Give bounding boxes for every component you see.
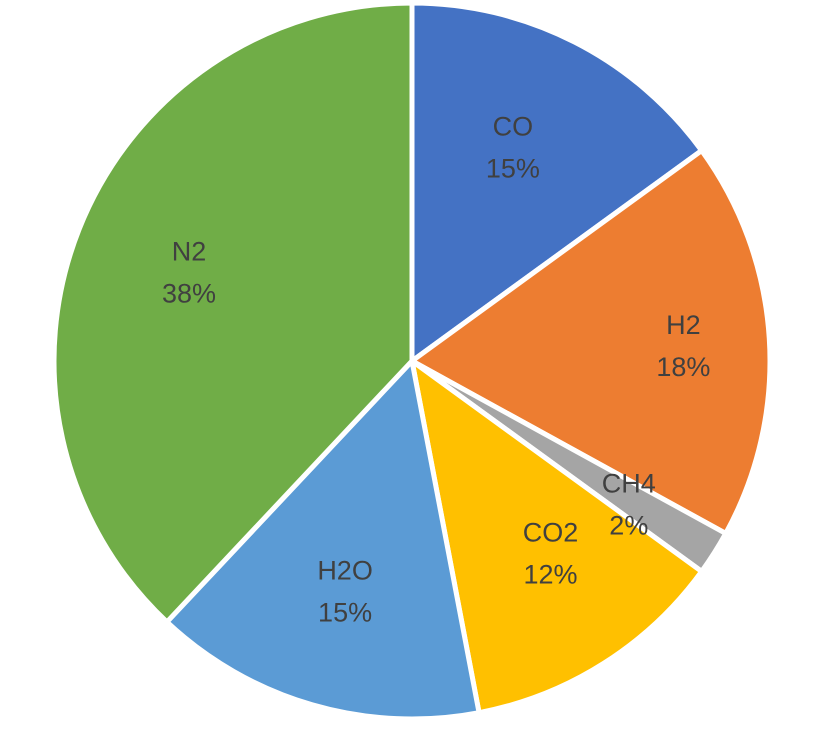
slice-name-co2: CO2 [523, 518, 579, 548]
slice-percent-h2o: 15% [318, 597, 372, 627]
slice-label-co: CO 15% [486, 111, 540, 183]
slice-name-n2: N2 [172, 237, 207, 267]
pie-slice-co2 [409, 358, 705, 716]
pie-slice-co [409, 0, 705, 364]
slice-percent-co2: 12% [524, 560, 578, 590]
slice-name-h2o: H2O [317, 555, 373, 585]
pie-slice-h2 [409, 148, 773, 536]
pie-slice-h2o [164, 358, 482, 722]
slice-name-co: CO [493, 111, 534, 141]
slices-layer [51, 0, 773, 722]
slice-name-ch4: CH4 [602, 468, 656, 498]
slice-percent-n2: 38% [162, 279, 216, 309]
slice-percent-ch4: 2% [609, 510, 648, 540]
slice-percent-co: 15% [486, 153, 540, 183]
slice-percent-h2: 18% [656, 352, 710, 382]
slice-name-h2: H2 [666, 310, 701, 340]
pie-slice-n2 [51, 0, 415, 625]
